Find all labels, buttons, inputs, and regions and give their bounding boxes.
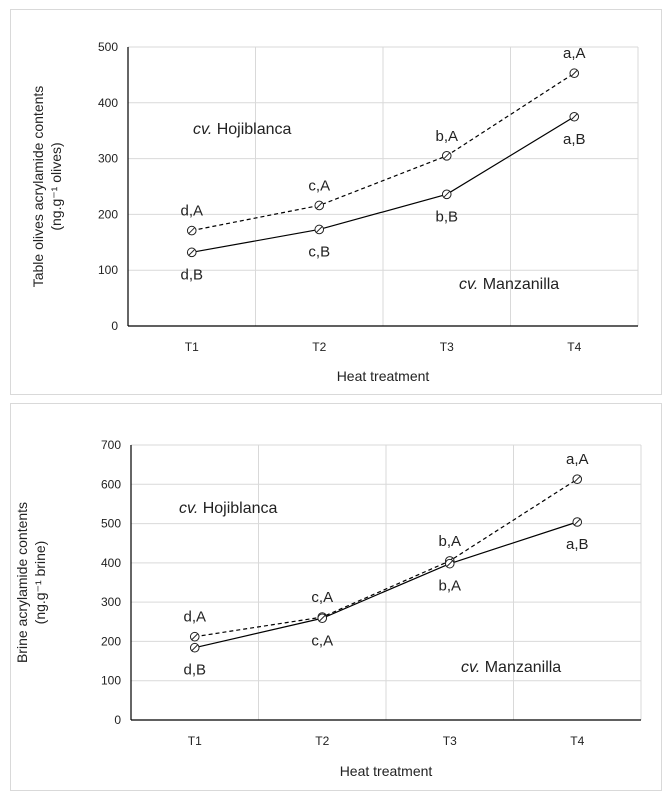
significance-label: b,A [435, 128, 458, 145]
y-tick-label: 300 [98, 152, 118, 166]
chart-panel-bottom: 0 100 200 300 400 500 600 700 T1 T2 T3 T4 Heat treat… [10, 403, 662, 791]
y-tick-label: 100 [101, 674, 121, 688]
y-tick-label: 600 [101, 477, 121, 491]
data-point-marker-slash [443, 152, 451, 160]
significance-label: b,A [438, 533, 461, 550]
cultivar-annotation: cv. Manzanilla [461, 659, 561, 676]
cultivar-annotation: cv. Manzanilla [459, 276, 559, 293]
chart-panel-top: 0 100 200 300 400 500 T1 T2 T3 T4 Heat treatment Ta… [10, 9, 662, 395]
y-tick-label: 0 [111, 319, 118, 333]
cultivar-prefix: cv. [179, 500, 198, 517]
significance-label: c,A [311, 632, 333, 649]
y-axis-title: Table olives acrylamide contents [30, 86, 46, 288]
data-point-marker-slash [188, 248, 196, 256]
y-tick-label: 200 [98, 207, 118, 221]
series-line-manzanilla [191, 116, 575, 253]
data-point-marker-slash [191, 644, 199, 652]
significance-label: a,B [566, 536, 589, 553]
x-tick-label: T2 [312, 340, 326, 354]
cultivar-prefix: cv. [193, 121, 212, 138]
y-tick-label: 300 [101, 595, 121, 609]
y-tick-label: 100 [98, 263, 118, 277]
y-tick-label: 400 [98, 96, 118, 110]
x-tick-label: T2 [315, 734, 329, 748]
y-axis-title: Brine acrylamide contents [14, 502, 30, 663]
y-axis-title: (ng.g⁻¹ brine) [32, 541, 48, 625]
series-line-hojiblanca [194, 478, 578, 638]
cultivar-name: Manzanilla [478, 276, 559, 293]
significance-label: d,B [183, 662, 206, 679]
data-point-marker-slash [443, 190, 451, 198]
data-point-marker-slash [573, 518, 581, 526]
data-point-marker-slash [570, 69, 578, 77]
chart-bottom: 0 100 200 300 400 500 600 700 T1 T2 T3 T4 Heat treat… [14, 438, 642, 779]
y-tick-label: 400 [101, 556, 121, 570]
y-tick-label: 500 [101, 517, 121, 531]
significance-label: a,B [563, 131, 586, 148]
significance-label: c,B [308, 243, 330, 260]
x-tick-label: T1 [185, 340, 199, 354]
significance-label: d,A [180, 203, 203, 220]
data-point-marker-slash [318, 614, 326, 622]
series-line-manzanilla [194, 521, 578, 649]
cultivar-name: Hojiblanca [212, 121, 291, 138]
cultivar-annotation: cv. Hojiblanca [179, 500, 278, 517]
data-point-marker-slash [315, 202, 323, 209]
cultivar-name: Manzanilla [480, 659, 561, 676]
significance-label: b,B [435, 208, 458, 225]
y-axis-title: (ng.g⁻¹ olives) [48, 142, 64, 230]
y-tick-label: 700 [101, 438, 121, 452]
x-tick-label: T4 [570, 734, 584, 748]
y-tick-label: 0 [114, 713, 121, 727]
data-point-marker-slash [573, 475, 581, 483]
cultivar-prefix: cv. [459, 276, 478, 293]
series-line-hojiblanca [191, 72, 575, 232]
x-tick-label: T3 [440, 340, 454, 354]
cultivar-annotation: cv. Hojiblanca [193, 121, 292, 138]
x-tick-label: T4 [567, 340, 581, 354]
x-axis-title: Heat treatment [337, 368, 430, 384]
data-point-marker-slash [191, 633, 199, 641]
significance-label: a,A [566, 451, 589, 468]
x-tick-label: T3 [443, 734, 457, 748]
significance-label: a,A [563, 45, 586, 62]
significance-label: c,A [308, 177, 330, 194]
y-tick-label: 200 [101, 634, 121, 648]
cultivar-name: Hojiblanca [198, 500, 277, 517]
data-point-marker-slash [570, 113, 578, 121]
y-tick-label: 500 [98, 40, 118, 54]
cultivar-prefix: cv. [461, 659, 480, 676]
x-tick-label: T1 [188, 734, 202, 748]
x-axis-title: Heat treatment [340, 763, 433, 779]
data-point-marker-slash [315, 226, 323, 233]
chart-top: 0 100 200 300 400 500 T1 T2 T3 T4 Heat treatment Ta… [30, 40, 639, 384]
data-point-marker-slash [188, 227, 196, 234]
significance-label: c,A [311, 589, 333, 606]
data-point-marker-slash [446, 560, 454, 567]
significance-label: d,A [183, 609, 206, 626]
significance-label: d,B [180, 266, 203, 283]
significance-label: b,A [438, 578, 461, 595]
